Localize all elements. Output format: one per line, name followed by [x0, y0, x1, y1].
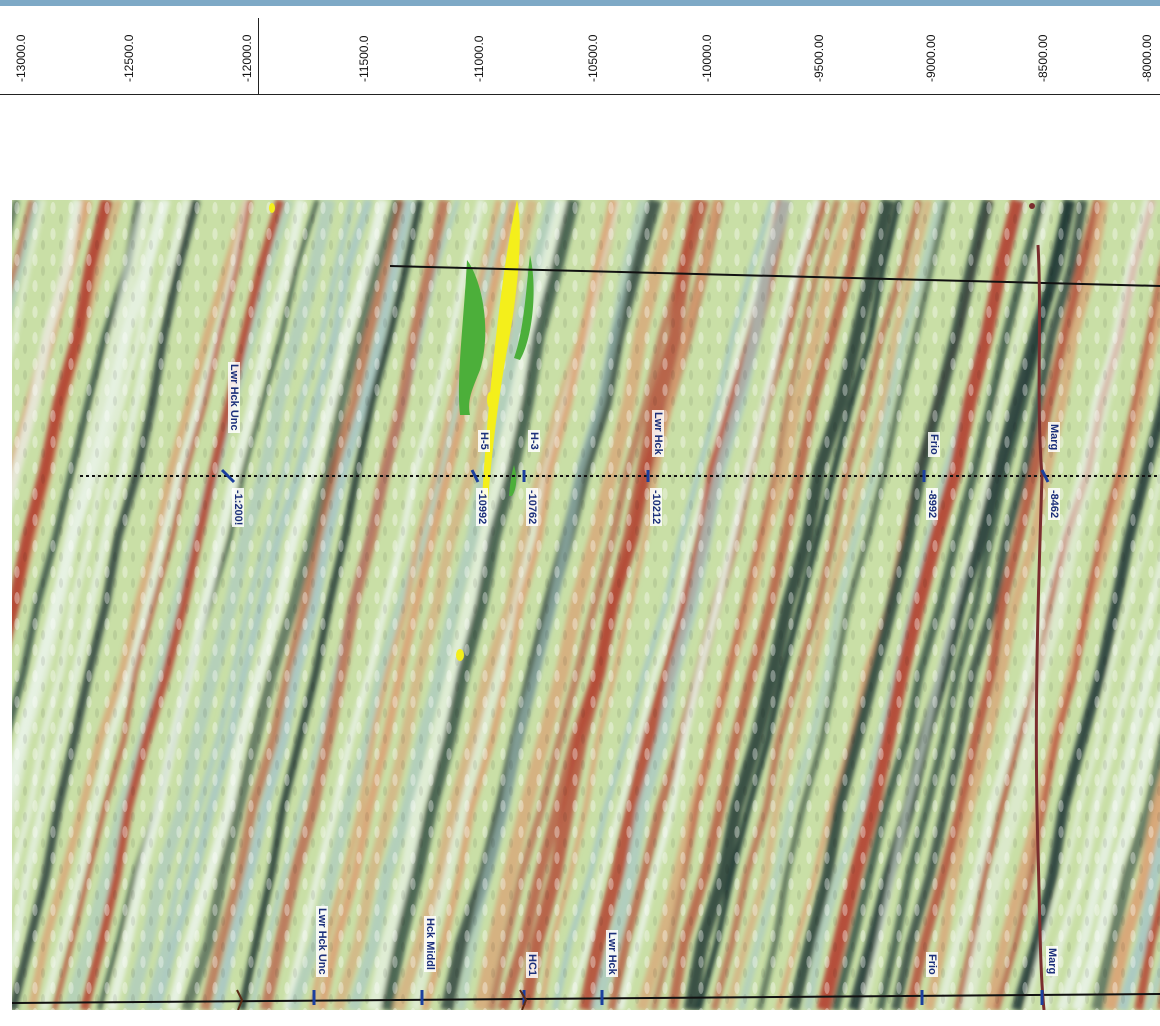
ruler-tick: -8500.00	[1036, 34, 1050, 82]
well-top-marker	[1029, 203, 1035, 209]
horizon-depth-marg: -8462	[1048, 488, 1060, 521]
ruler-tick: -8000.00	[1140, 34, 1154, 82]
horizon-label-marg: Marg	[1048, 422, 1060, 453]
marker-tick-lwr-hck-unc	[220, 468, 236, 484]
bottom-label-lwr-hck-unc: Lwr Hck Unc	[316, 906, 328, 977]
seismic-texture	[12, 200, 1160, 1010]
anomaly-rim-left	[458, 260, 486, 415]
horizon-depth-h5: -10992	[476, 488, 488, 527]
bottom-label-hc1: HC1	[526, 952, 538, 979]
anomaly-rim-small	[509, 465, 517, 496]
marker-tick-marg	[1040, 469, 1050, 483]
ruler-tick: -12000.0	[240, 34, 254, 82]
fault-tick-1	[236, 989, 244, 1010]
bottom-label-lwr-hck: Lwr Hck	[606, 930, 618, 977]
horizon-line-bottom	[12, 993, 1160, 1004]
anomaly-core	[482, 200, 520, 500]
ruler-tick: -12500.0	[122, 34, 136, 82]
horizon-depth-lwr-hck-unc: -1:200!	[232, 488, 244, 528]
ruler-tick: -10500.0	[586, 34, 600, 82]
bottom-label-hck-middle: Hck Middl	[424, 916, 436, 972]
seismic-section[interactable]: Lwr Hck Unc -1:200! H-5 -10992 H-3 -1076…	[12, 200, 1160, 1010]
anomaly-rim-right	[514, 255, 534, 360]
ruler-baseline	[0, 94, 1160, 95]
ruler-tick: -13000.0	[14, 34, 28, 82]
ruler-tick: -9500.00	[812, 34, 826, 82]
horizon-label-lwr-hck: Lwr Hck	[652, 410, 664, 457]
horizon-label-h3: H-3	[528, 430, 540, 452]
fault-tick-2	[519, 989, 528, 1010]
ruler-separator	[258, 18, 259, 94]
ruler-tick: -11000.0	[472, 35, 486, 82]
seismic-image	[12, 200, 1160, 1010]
horizon-depth-lwr-hck: -10212	[650, 488, 662, 527]
depth-ruler: -13000.0 -12500.0 -12000.0 -11500.0 -110…	[0, 6, 1160, 95]
horizon-label-lwr-hck-unc: Lwr Hck Unc	[228, 362, 240, 433]
horizon-label-h5: H-5	[478, 430, 490, 452]
bottom-label-marg: Marg	[1046, 946, 1058, 977]
bottom-label-frio: Frio	[926, 952, 938, 977]
anomaly-spot-3	[269, 203, 275, 213]
amplitude-anomaly	[269, 200, 534, 661]
horizon-label-frio: Frio	[928, 432, 940, 457]
well-track	[1034, 244, 1046, 1010]
marker-tick-h5	[470, 469, 480, 483]
ruler-tick: -11500.0	[357, 35, 371, 82]
horizon-depth-frio: -8992	[926, 488, 938, 521]
ruler-tick: -9000.00	[924, 34, 938, 82]
anomaly-spot-2	[487, 392, 493, 408]
anomaly-spot	[456, 649, 464, 661]
horizon-depth-h3: -10762	[526, 488, 538, 527]
window-top-bar	[0, 0, 1160, 6]
horizon-line-top	[389, 265, 1160, 287]
ruler-tick: -10000.0	[700, 34, 714, 82]
